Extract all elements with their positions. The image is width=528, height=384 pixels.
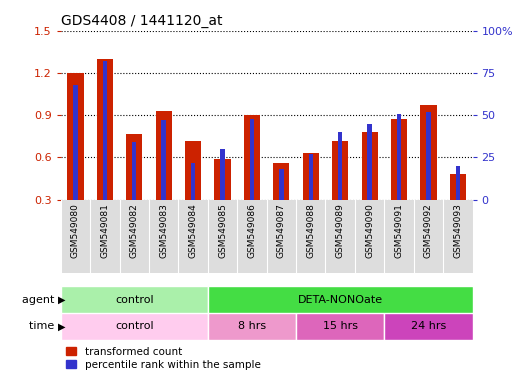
Legend: transformed count, percentile rank within the sample: transformed count, percentile rank withi…: [66, 347, 260, 370]
Bar: [220, 149, 225, 200]
Text: 24 hrs: 24 hrs: [411, 321, 446, 331]
Text: 15 hrs: 15 hrs: [323, 321, 357, 331]
Bar: [397, 114, 401, 200]
Bar: [250, 119, 254, 200]
Bar: [362, 132, 378, 200]
Bar: [244, 115, 260, 200]
Bar: [274, 163, 289, 200]
Bar: [73, 85, 78, 200]
Text: agent: agent: [22, 295, 58, 305]
Text: ▶: ▶: [58, 321, 65, 331]
Text: GSM549086: GSM549086: [248, 204, 257, 258]
Bar: [126, 134, 143, 200]
Text: GSM549092: GSM549092: [424, 204, 433, 258]
Bar: [332, 141, 348, 200]
Bar: [68, 73, 83, 200]
Bar: [191, 162, 195, 200]
Bar: [214, 159, 231, 200]
Text: GDS4408 / 1441120_at: GDS4408 / 1441120_at: [61, 14, 222, 28]
Text: GSM549093: GSM549093: [454, 204, 463, 258]
Bar: [420, 105, 437, 200]
Text: GSM549083: GSM549083: [159, 204, 168, 258]
Text: time: time: [30, 321, 58, 331]
Bar: [338, 132, 342, 200]
Bar: [450, 174, 466, 200]
Text: ▶: ▶: [58, 295, 65, 305]
Bar: [367, 124, 372, 200]
Bar: [296, 313, 384, 340]
Bar: [384, 313, 473, 340]
Bar: [208, 313, 296, 340]
Bar: [279, 169, 284, 200]
Text: GSM549084: GSM549084: [188, 204, 197, 258]
Bar: [426, 112, 431, 200]
Bar: [162, 120, 166, 200]
Text: GSM549089: GSM549089: [336, 204, 345, 258]
Bar: [208, 286, 473, 313]
Text: GSM549087: GSM549087: [277, 204, 286, 258]
Bar: [102, 61, 107, 200]
Bar: [132, 142, 136, 200]
Text: GSM549091: GSM549091: [394, 204, 403, 258]
Text: control: control: [115, 321, 154, 331]
Bar: [61, 313, 208, 340]
Bar: [308, 154, 313, 200]
Text: 8 hrs: 8 hrs: [238, 321, 266, 331]
Bar: [185, 141, 201, 200]
Bar: [391, 119, 407, 200]
Text: control: control: [115, 295, 154, 305]
Text: GSM549090: GSM549090: [365, 204, 374, 258]
Bar: [456, 166, 460, 200]
Text: GSM549080: GSM549080: [71, 204, 80, 258]
Bar: [61, 286, 208, 313]
Text: GSM549082: GSM549082: [130, 204, 139, 258]
Bar: [97, 59, 113, 200]
Bar: [303, 153, 319, 200]
Text: DETA-NONOate: DETA-NONOate: [298, 295, 383, 305]
Bar: [156, 111, 172, 200]
Text: GSM549081: GSM549081: [100, 204, 109, 258]
Text: GSM549088: GSM549088: [306, 204, 315, 258]
Text: GSM549085: GSM549085: [218, 204, 227, 258]
